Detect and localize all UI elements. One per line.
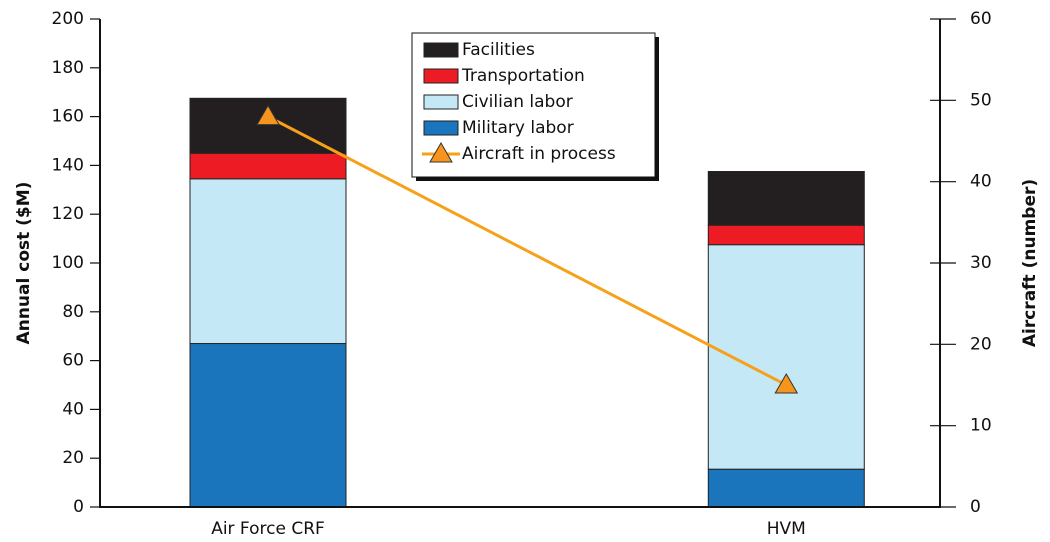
y2-tick-label: 60 (970, 9, 992, 29)
line-marker (774, 373, 799, 394)
line-marker (256, 104, 280, 126)
y-tick-label: 120 (52, 204, 84, 224)
y2-tick-label: 40 (970, 172, 992, 192)
legend-label: Civilian labor (462, 92, 573, 112)
legend-label: Military labor (462, 118, 574, 138)
legend-label: Transportation (461, 66, 585, 86)
y2-tick-label: 20 (970, 334, 992, 354)
y-axis-label: Annual cost ($M) (14, 182, 34, 345)
y-tick-label: 40 (62, 399, 84, 419)
y2-tick-label: 0 (970, 497, 981, 517)
legend-swatch (423, 42, 459, 58)
legend-swatch (423, 94, 459, 110)
bar-segment (189, 343, 347, 508)
y-tick-label: 60 (62, 351, 84, 371)
bar-segment (189, 178, 347, 345)
bar-segment (707, 171, 865, 226)
line (267, 115, 787, 387)
legend-swatch (423, 120, 459, 136)
x-tick-label: HVM (767, 519, 806, 539)
y2-axis-label: Aircraft (number) (1020, 179, 1040, 347)
y-tick-label: 180 (52, 58, 84, 78)
y-tick-label: 200 (52, 9, 84, 29)
y2-tick-label: 30 (970, 253, 992, 273)
legend-label: Facilities (462, 40, 535, 60)
bar-segment (707, 468, 865, 508)
y-tick-label: 0 (73, 497, 84, 517)
legend-swatch (429, 142, 453, 163)
y2-tick-label: 10 (970, 416, 992, 436)
y-tick-label: 20 (62, 448, 84, 468)
legend-label: Aircraft in process (462, 144, 616, 164)
bar-segment (707, 224, 865, 246)
legend-swatch (423, 68, 459, 84)
y-tick-label: 160 (52, 107, 84, 127)
bar-segment (189, 152, 347, 180)
y-tick-label: 100 (52, 253, 84, 273)
axes-frame (99, 19, 941, 508)
y-tick-label: 80 (62, 302, 84, 322)
x-tick-label: Air Force CRF (211, 519, 325, 539)
y2-tick-label: 50 (970, 90, 992, 110)
y-tick-label: 140 (52, 155, 84, 175)
